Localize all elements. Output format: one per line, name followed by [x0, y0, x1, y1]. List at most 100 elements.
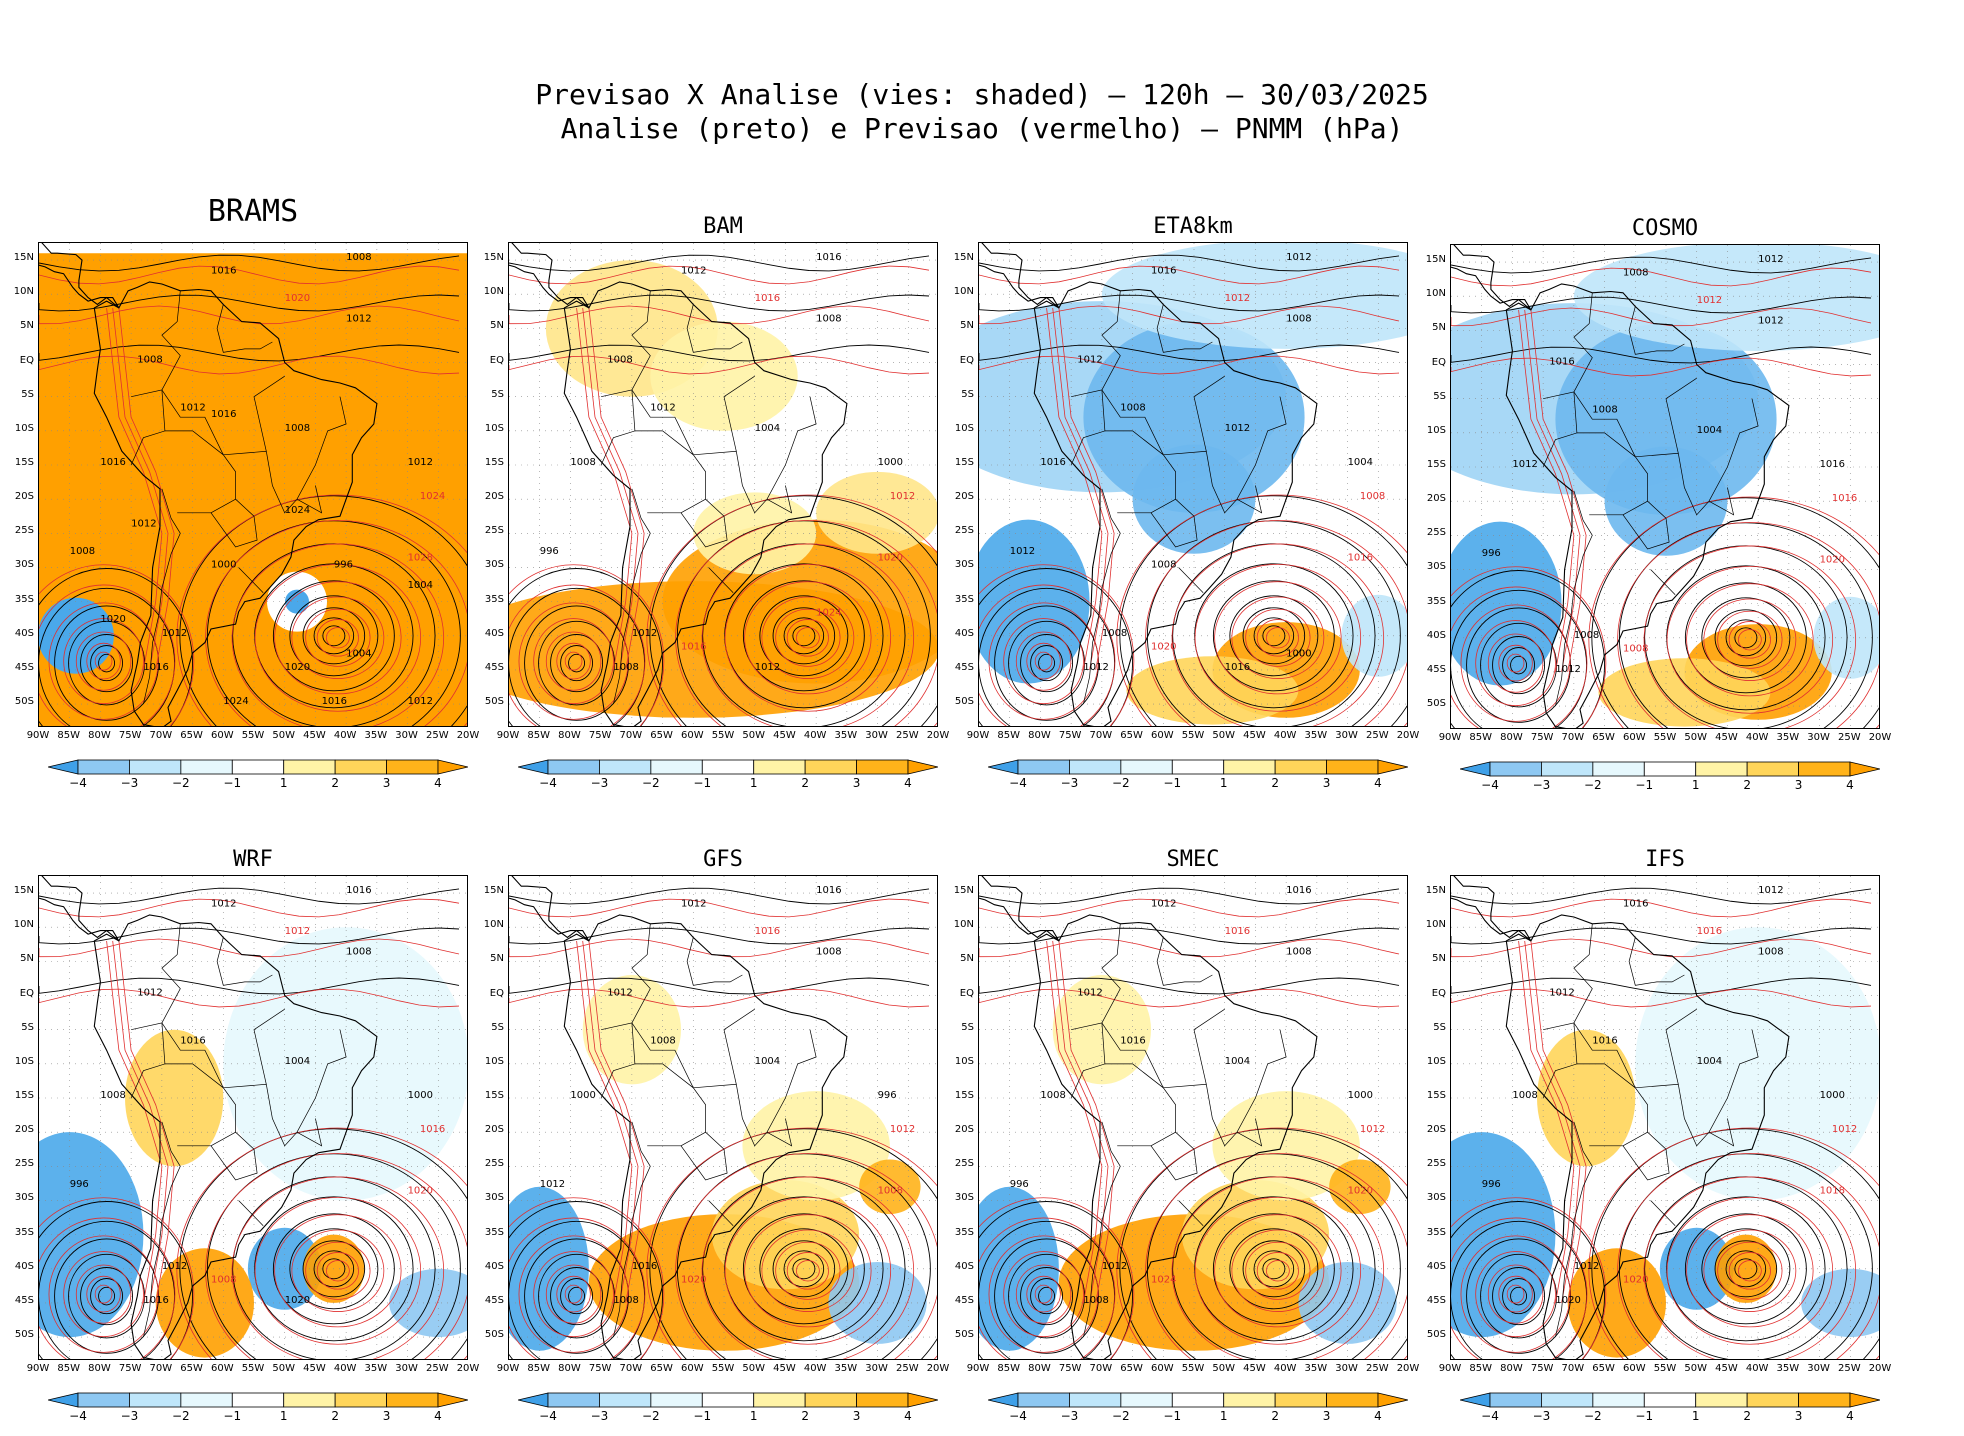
isobar-label-forecast: 1016 — [681, 641, 706, 652]
colorbar-swatch — [129, 759, 182, 775]
colorbar-swatch — [1223, 1392, 1276, 1408]
latitude-tick-label: 15N — [1425, 885, 1446, 897]
country-border — [1635, 1029, 1759, 1147]
forecast-isobar — [94, 651, 113, 671]
colorbar-arrow-low — [47, 759, 79, 775]
forecast-isobar — [533, 1251, 614, 1338]
longitude-tick-label: 70W — [1089, 1363, 1113, 1374]
isobar-label-forecast: 1020 — [285, 293, 310, 304]
forecast-isobar — [39, 1197, 195, 1359]
forecast-isobar — [1052, 940, 1109, 1303]
latitude-tick-label: 50S — [14, 696, 34, 708]
isobar-label-analysis: 1008 — [285, 423, 310, 434]
forecast-isobar — [274, 1214, 402, 1328]
isobar-label-analysis: 1008 — [1623, 268, 1648, 279]
country-border — [1083, 488, 1121, 705]
longitude-tick-label: 40W — [803, 1363, 827, 1374]
longitude-tick-label: 35W — [1776, 732, 1800, 743]
isobar-label-analysis: 1000 — [570, 1090, 595, 1101]
analysis-isobar — [1451, 977, 1872, 995]
forecast-isobar — [39, 305, 460, 325]
latitude-tick-label: 35S — [1426, 595, 1446, 607]
isobar-label-analysis: 1024 — [223, 696, 248, 707]
forecast-isobar — [1617, 1153, 1879, 1359]
latitude-tick-label: 40S — [954, 1260, 974, 1272]
analysis-isobar — [322, 625, 346, 647]
isobar-label-analysis: 1016 — [1040, 457, 1065, 468]
isobar-label-forecast: 1012 — [285, 926, 310, 937]
longitude-tick-label: 70W — [1561, 732, 1585, 743]
country-border — [1150, 1131, 1198, 1181]
analysis-isobar — [1701, 597, 1791, 679]
forecast-isobar — [556, 1275, 591, 1313]
latitude-tick-label: 30S — [954, 1192, 974, 1204]
latitude-tick-label: 5N — [490, 320, 504, 332]
colorbar-swatch — [334, 1392, 387, 1408]
isobar-label-analysis: 1000 — [1820, 1090, 1845, 1101]
longitude-tick-label: 45W — [303, 1363, 326, 1374]
forecast-isobar — [39, 988, 460, 1008]
colorbar-label: −4 — [539, 1409, 557, 1423]
forecast-isobar — [576, 307, 633, 670]
forecast-isobar — [1451, 988, 1872, 1008]
forecast-isobar — [1703, 598, 1797, 681]
latitude-tick-label: 5S — [491, 1021, 504, 1033]
analysis-isobar — [1030, 645, 1064, 682]
coastline-central-america — [1451, 245, 1532, 311]
country-border — [164, 1063, 236, 1133]
forecast-isobar — [291, 596, 385, 679]
forecast-isobar — [1530, 309, 1587, 672]
longitude-tick-label: 85W — [1469, 1363, 1493, 1374]
forecast-isobar — [786, 1252, 829, 1290]
longitude-tick-label: 30W — [395, 730, 418, 741]
isobar-label-analysis: 996 — [1482, 1179, 1501, 1190]
latitude-tick-label: 25S — [484, 525, 504, 537]
forecast-isobar — [1588, 496, 1879, 728]
analysis-isobar — [772, 607, 836, 665]
analysis-isobar — [742, 580, 865, 692]
figure-title-line-2: Analise (preto) e Previsao (vermelho) – … — [560, 112, 1404, 145]
forecast-isobar — [1460, 1235, 1571, 1353]
isobar-label-analysis: 1012 — [755, 662, 780, 673]
colorbar: −4 −3 −2 −1 1 2 3 4 — [517, 759, 939, 793]
forecast-isobar — [1451, 898, 1872, 918]
isobar-label-analysis: 1008 — [1286, 314, 1311, 325]
forecast-isobar — [48, 602, 159, 720]
forecast-isobar — [576, 940, 633, 1303]
longitude-tick-label: 75W — [118, 730, 142, 741]
country-border — [216, 304, 273, 353]
isobar-label-analysis: 1016 — [1225, 662, 1250, 673]
longitude-tick-label: 65W — [180, 1363, 203, 1374]
colorbar-arrow-low — [517, 759, 549, 775]
colorbar-label: 4 — [904, 776, 912, 790]
analysis-isobar — [98, 653, 116, 673]
bias-shading — [125, 1029, 224, 1167]
colorbar-label: 4 — [1846, 1409, 1854, 1423]
latitude-tick-label: 10S — [484, 422, 504, 434]
colorbar-swatch — [386, 1392, 439, 1408]
latitude-tick-label: 35S — [1426, 1226, 1446, 1238]
analysis-isobar — [1212, 580, 1335, 692]
latitude-tick-label: 45S — [954, 1294, 974, 1306]
analysis-isobar — [1684, 1213, 1807, 1325]
longitude-tick-label: 65W — [650, 730, 673, 741]
colorbar-label: 4 — [434, 776, 442, 790]
latitude-tick-label: 45S — [1426, 663, 1446, 675]
longitude-tick-label: 90W — [496, 730, 520, 741]
colorbar-label: −2 — [171, 1409, 190, 1423]
longitude-tick-label: 70W — [149, 730, 173, 741]
country-border — [1083, 1121, 1121, 1338]
latitude-tick-label: 45S — [484, 661, 504, 673]
country-border — [680, 498, 728, 548]
latitude-tick-label: 40S — [484, 627, 504, 639]
latitude-tick-label: 30S — [1426, 561, 1446, 573]
analysis-isobar — [1229, 1228, 1319, 1310]
analysis-isobar — [80, 634, 134, 693]
country-border — [1650, 569, 1676, 595]
colorbar-label: 2 — [801, 1409, 809, 1423]
forecast-isobar — [39, 355, 460, 375]
country-border — [223, 1029, 347, 1147]
analysis-isobar — [272, 1213, 395, 1325]
isobar-label-analysis: 1020 — [285, 662, 310, 673]
latitude-tick-label: 5S — [961, 1021, 974, 1033]
